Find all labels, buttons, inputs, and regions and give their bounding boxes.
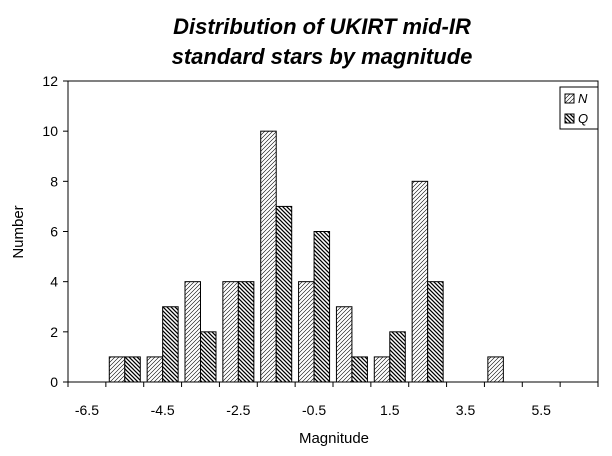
y-tick-label-8: 8 <box>50 173 58 189</box>
x-tick-label--6.5: -6.5 <box>75 402 99 418</box>
bar-n--0.5 <box>298 281 315 383</box>
y-tick-label-6: 6 <box>50 224 58 240</box>
x-axis-label: Magnitude <box>299 430 369 447</box>
bar-q--3.5 <box>200 331 217 383</box>
y-tick-label-2: 2 <box>50 324 58 340</box>
bar-n--2.5 <box>222 281 239 383</box>
bar-n--4.5 <box>146 356 164 383</box>
y-tick-label-0: 0 <box>50 374 58 390</box>
legend: N Q <box>559 86 599 130</box>
plot-frame <box>67 80 599 383</box>
x-tick-label--4.5: -4.5 <box>151 402 175 418</box>
bar-q-0.5 <box>351 356 368 383</box>
x-tick-label-5.5: 5.5 <box>531 402 551 418</box>
legend-swatch-n <box>564 93 575 104</box>
legend-label-n: N <box>578 91 588 106</box>
legend-label-q: Q <box>578 111 588 126</box>
x-tick-label-1.5: 1.5 <box>380 402 400 418</box>
legend-swatch-q <box>564 113 575 124</box>
y-axis-label: Number <box>10 205 27 258</box>
bar-n-1.5 <box>373 356 391 383</box>
bar-n--3.5 <box>184 281 201 383</box>
plot-area: 0 2 4 6 8 10 12 -6.5 -4.5 -2.5 -0.5 1.5 3.5 5.5 <box>42 73 599 418</box>
bar-q-2.5 <box>427 281 444 383</box>
bar-n--5.5 <box>108 356 126 383</box>
bar-q--1.5 <box>275 205 293 383</box>
bar-n-0.5 <box>335 306 353 383</box>
bar-q--0.5 <box>313 231 331 383</box>
bar-q-1.5 <box>389 331 406 383</box>
y-tick-label-12: 12 <box>42 73 58 89</box>
x-tick-label--2.5: -2.5 <box>226 402 250 418</box>
bar-n--1.5 <box>260 130 277 383</box>
bar-q--2.5 <box>237 281 255 383</box>
bar-n-4.5 <box>487 356 504 383</box>
bar-n-2.5 <box>411 180 429 383</box>
y-tick-label-4: 4 <box>50 274 58 290</box>
chart-title-line-1: Distribution of UKIRT mid-IR <box>173 14 471 39</box>
x-tick-label-3.5: 3.5 <box>456 402 476 418</box>
bar-q--4.5 <box>162 306 179 383</box>
x-tick-label--0.5: -0.5 <box>302 402 326 418</box>
y-tick-label-10: 10 <box>42 123 58 139</box>
chart-title-line-2: standard stars by magnitude <box>172 44 473 69</box>
bar-q--5.5 <box>124 356 141 383</box>
